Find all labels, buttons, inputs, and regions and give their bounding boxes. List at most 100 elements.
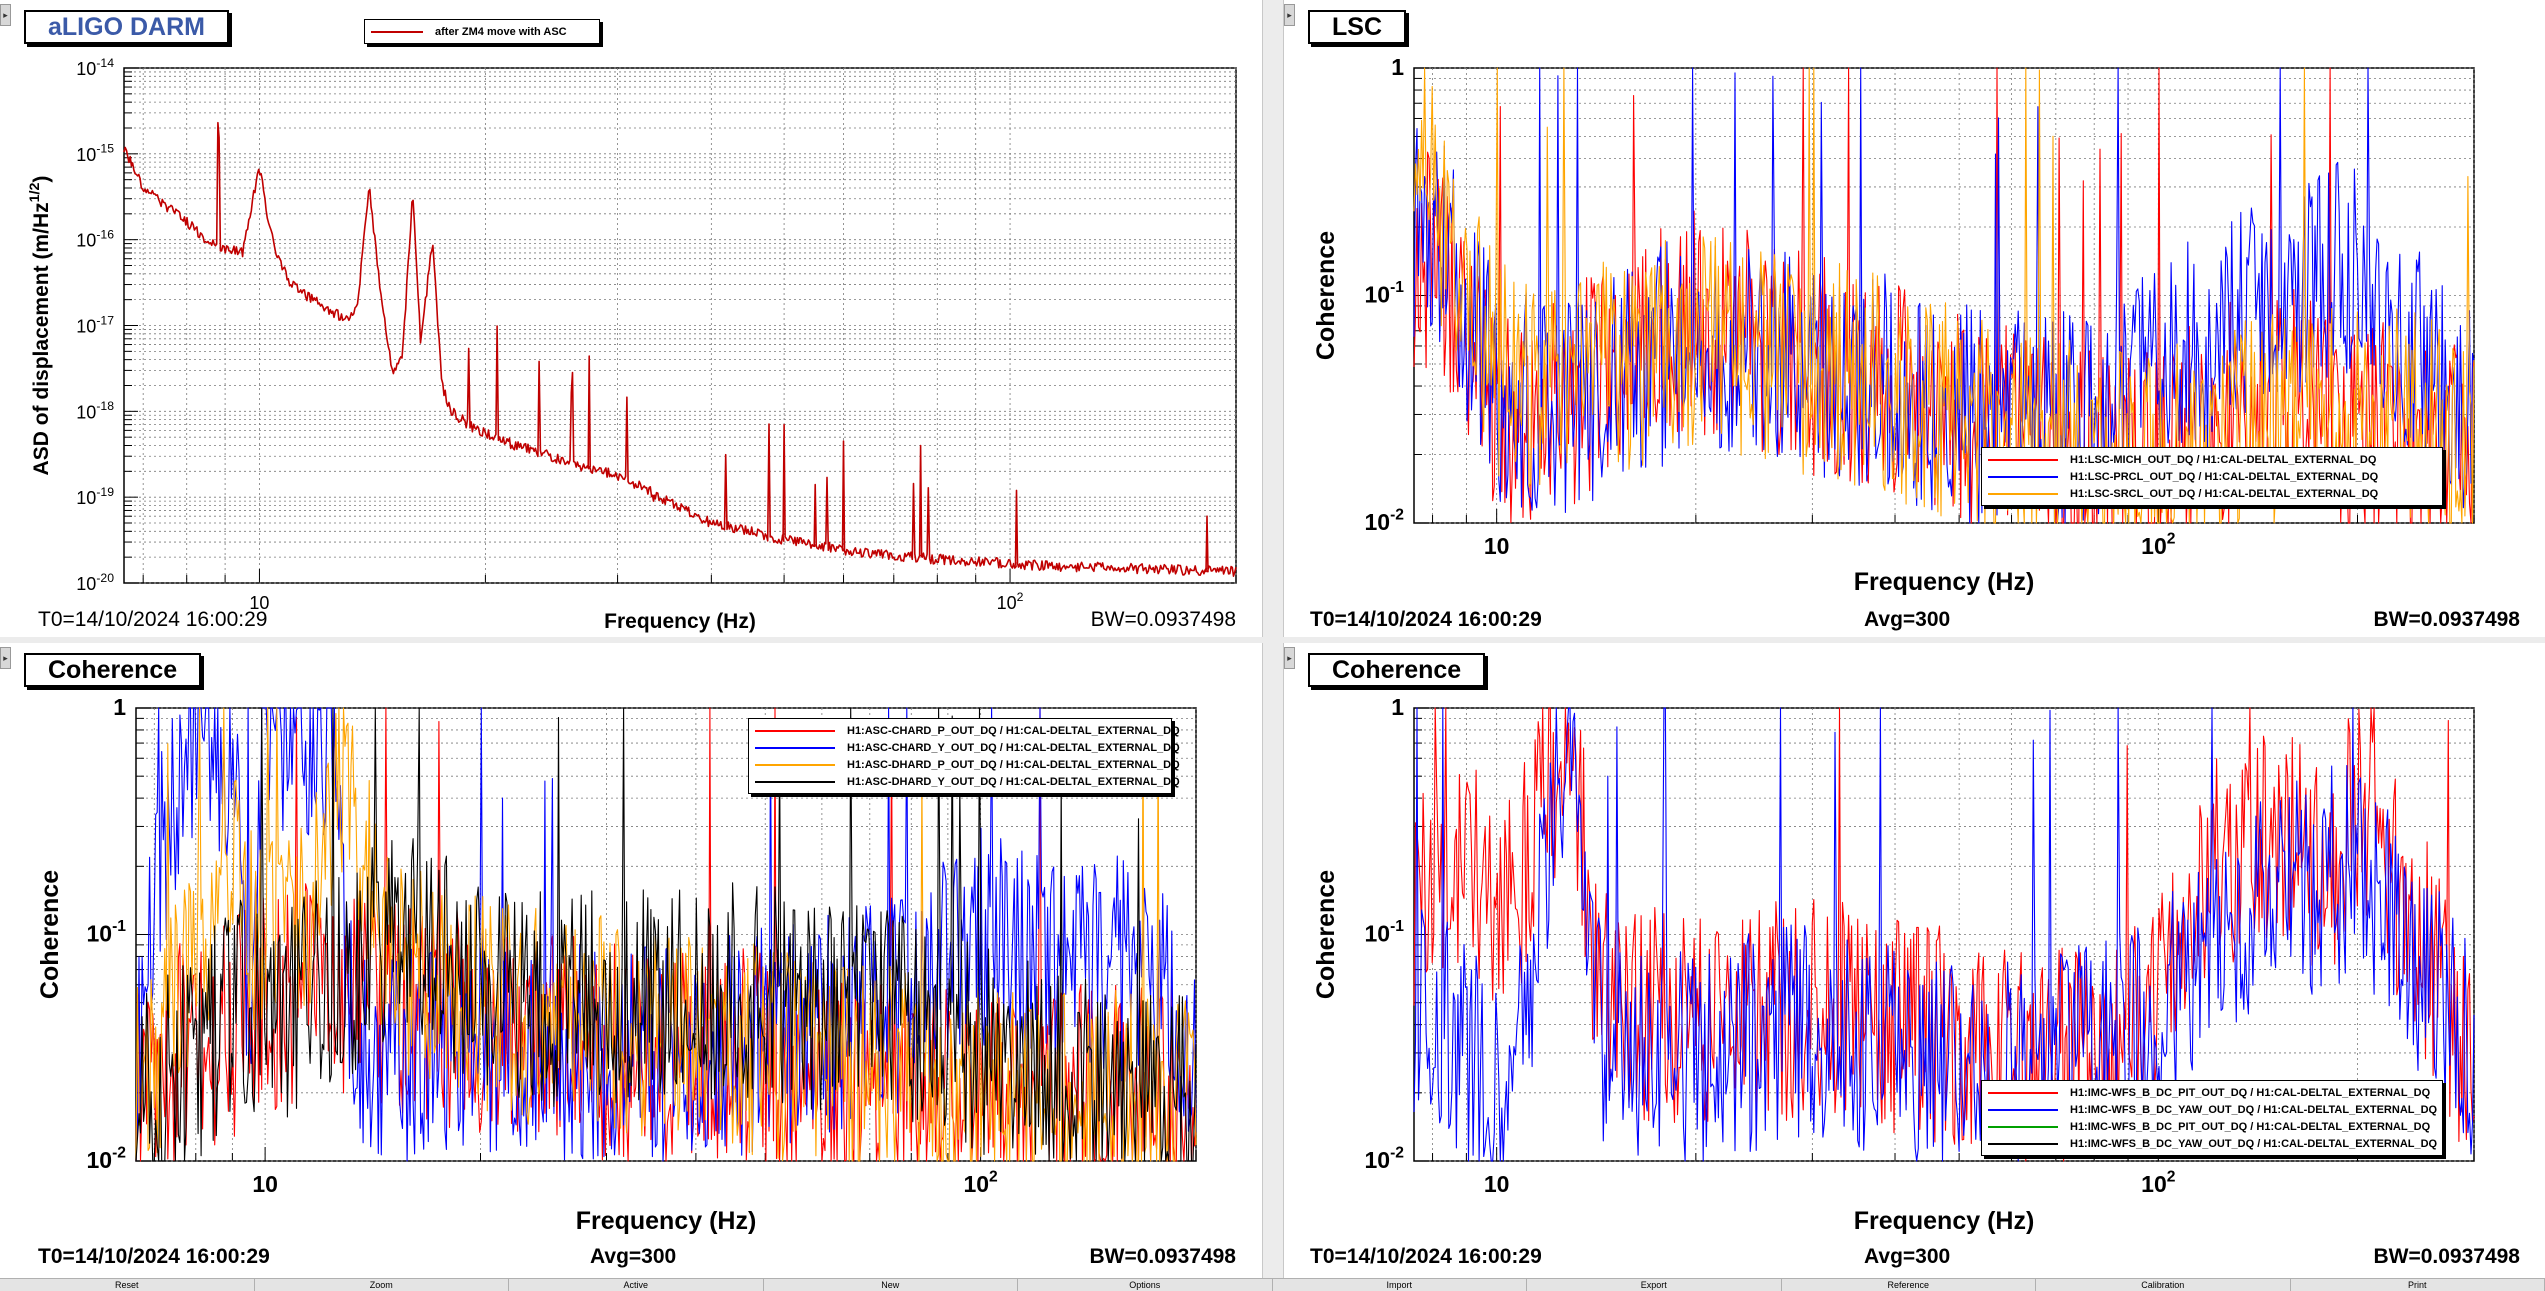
legend-label: H1:LSC-MICH_OUT_DQ / H1:CAL-DELTAL_EXTER… (2070, 454, 2376, 466)
active-button[interactable]: Active (509, 1279, 764, 1291)
legend-swatch (1988, 1143, 2058, 1145)
new-button[interactable]: New (764, 1279, 1019, 1291)
y-tick-label: 1 (113, 694, 126, 720)
bw-label: BW=0.0937498 (2373, 608, 2520, 632)
legend-swatch (1988, 1092, 2058, 1094)
legend-entry: H1:LSC-SRCL_OUT_DQ / H1:CAL-DELTAL_EXTER… (1988, 485, 2436, 502)
chart-legend[interactable]: H1:LSC-MICH_OUT_DQ / H1:CAL-DELTAL_EXTER… (1981, 447, 2443, 506)
chart-legend[interactable]: H1:IMC-WFS_B_DC_PIT_OUT_DQ / H1:CAL-DELT… (1981, 1080, 2443, 1156)
legend-label: H1:IMC-WFS_B_DC_YAW_OUT_DQ / H1:CAL-DELT… (2070, 1138, 2437, 1150)
legend-swatch (1988, 493, 2058, 495)
bw-label: BW=0.0937498 (1091, 608, 1236, 632)
x-tick-label-base: 10 (2141, 533, 2167, 559)
avg-label: Avg=300 (590, 1245, 676, 1269)
legend-label: after ZM4 move with ASC (435, 26, 567, 38)
y-tick-label-base: 10 (1365, 921, 1391, 947)
export-button[interactable]: Export (1527, 1279, 1782, 1291)
legend-swatch (371, 31, 423, 33)
x-axis-title: Frequency (Hz) (1854, 1207, 2035, 1235)
legend-entry: H1:LSC-PRCL_OUT_DQ / H1:CAL-DELTAL_EXTER… (1988, 468, 2436, 485)
legend-label: H1:IMC-WFS_B_DC_PIT_OUT_DQ / H1:CAL-DELT… (2070, 1121, 2430, 1133)
bottom-toolbar: Reset Zoom Active New Options Import Exp… (0, 1278, 2545, 1291)
y-tick-label: 1 (1391, 694, 1404, 720)
y-tick-label-exp: -18 (96, 399, 114, 413)
panel-title[interactable]: Coherence (1308, 653, 1485, 687)
y-tick-label: 10-17 (76, 313, 114, 336)
x-tick-label: 102 (963, 1169, 998, 1197)
y-tick-label-exp: -17 (96, 313, 114, 327)
legend-swatch (755, 730, 835, 732)
calibration-button[interactable]: Calibration (2036, 1279, 2291, 1291)
bw-label: BW=0.0937498 (1089, 1245, 1236, 1269)
x-tick-label-base: 10 (963, 1171, 989, 1197)
chart-legend[interactable]: after ZM4 move with ASC (364, 19, 600, 44)
y-axis-title: Coherence (36, 870, 64, 999)
y-tick-label: 1 (1391, 54, 1404, 80)
y-axis-title-base: Coherence (1312, 870, 1340, 999)
x-tick-label-exp: 2 (989, 1169, 998, 1186)
legend-entry: H1:IMC-WFS_B_DC_PIT_OUT_DQ / H1:CAL-DELT… (1988, 1118, 2436, 1135)
horizontal-splitter[interactable] (0, 637, 2545, 643)
panel-title[interactable]: Coherence (24, 653, 201, 687)
legend-swatch (1988, 476, 2058, 478)
legend-label: H1:IMC-WFS_B_DC_PIT_OUT_DQ / H1:CAL-DELT… (2070, 1087, 2430, 1099)
y-tick-label-base: 10 (76, 574, 96, 594)
x-tick-label: 102 (2141, 1169, 2176, 1197)
x-tick-label: 10 (1484, 1171, 1510, 1197)
y-tick-label: 10-18 (76, 399, 114, 422)
y-tick-label-base: 10 (1365, 282, 1391, 308)
y-tick-label: 10-20 (76, 571, 114, 594)
print-button[interactable]: Print (2291, 1279, 2545, 1291)
x-tick-label-base: 10 (1484, 533, 1510, 559)
legend-swatch (755, 747, 835, 749)
legend-swatch (755, 781, 835, 783)
reset-button[interactable]: Reset (0, 1279, 255, 1291)
y-tick-label: 10-2 (87, 1145, 127, 1173)
x-tick-label-exp: 2 (1017, 590, 1024, 604)
y-tick-label-exp: -1 (112, 918, 126, 935)
legend-swatch (1988, 1126, 2058, 1128)
legend-swatch (1988, 459, 2058, 461)
legend-label: H1:LSC-SRCL_OUT_DQ / H1:CAL-DELTAL_EXTER… (2070, 488, 2378, 500)
y-axis-title: Coherence (1312, 870, 1340, 999)
legend-label: H1:ASC-CHARD_P_OUT_DQ / H1:CAL-DELTAL_EX… (847, 725, 1180, 737)
y-tick-label-base: 1 (1391, 694, 1404, 720)
t0-label: T0=14/10/2024 16:00:29 (38, 1245, 270, 1269)
x-axis-title: Frequency (Hz) (1854, 568, 2035, 596)
y-tick-label-base: 10 (1365, 1147, 1391, 1173)
y-axis-title-exp: 1/2 (27, 183, 43, 203)
y-axis-title-base: ASD of displacement (m/Hz (30, 202, 53, 475)
options-button[interactable]: Options (1018, 1279, 1273, 1291)
y-tick-label: 10-15 (76, 142, 114, 165)
legend-entry: H1:IMC-WFS_B_DC_YAW_OUT_DQ / H1:CAL-DELT… (1988, 1135, 2436, 1152)
y-tick-label-exp: -2 (1390, 1145, 1404, 1162)
reference-button[interactable]: Reference (1782, 1279, 2037, 1291)
legend-entry: H1:IMC-WFS_B_DC_PIT_OUT_DQ / H1:CAL-DELT… (1988, 1084, 2436, 1101)
import-button[interactable]: Import (1273, 1279, 1528, 1291)
zoom-button[interactable]: Zoom (255, 1279, 510, 1291)
legend-entry: H1:ASC-CHARD_Y_OUT_DQ / H1:CAL-DELTAL_EX… (755, 739, 1165, 756)
x-tick-label: 10 (1484, 533, 1510, 559)
y-tick-label-base: 1 (1391, 54, 1404, 80)
legend-label: H1:IMC-WFS_B_DC_YAW_OUT_DQ / H1:CAL-DELT… (2070, 1104, 2437, 1116)
panel-title[interactable]: LSC (1308, 10, 1406, 44)
legend-entry: H1:ASC-CHARD_P_OUT_DQ / H1:CAL-DELTAL_EX… (755, 722, 1165, 739)
y-tick-label: 10-16 (76, 228, 114, 251)
x-tick-label-base: 10 (2141, 1171, 2167, 1197)
panel-footer: T0=14/10/2024 16:00:29 Avg=300 BW=0.0937… (1284, 1245, 2545, 1273)
y-tick-label-base: 10 (76, 402, 96, 422)
y-tick-label-base: 10 (76, 231, 96, 251)
chart-legend[interactable]: H1:ASC-CHARD_P_OUT_DQ / H1:CAL-DELTAL_EX… (748, 718, 1172, 794)
avg-label: Avg=300 (1864, 608, 1950, 632)
y-tick-label: 10-1 (1365, 279, 1405, 307)
panel-title[interactable]: aLIGO DARM (24, 10, 229, 44)
y-tick-label-exp: -14 (96, 56, 114, 70)
legend-entry: H1:IMC-WFS_B_DC_YAW_OUT_DQ / H1:CAL-DELT… (1988, 1101, 2436, 1118)
